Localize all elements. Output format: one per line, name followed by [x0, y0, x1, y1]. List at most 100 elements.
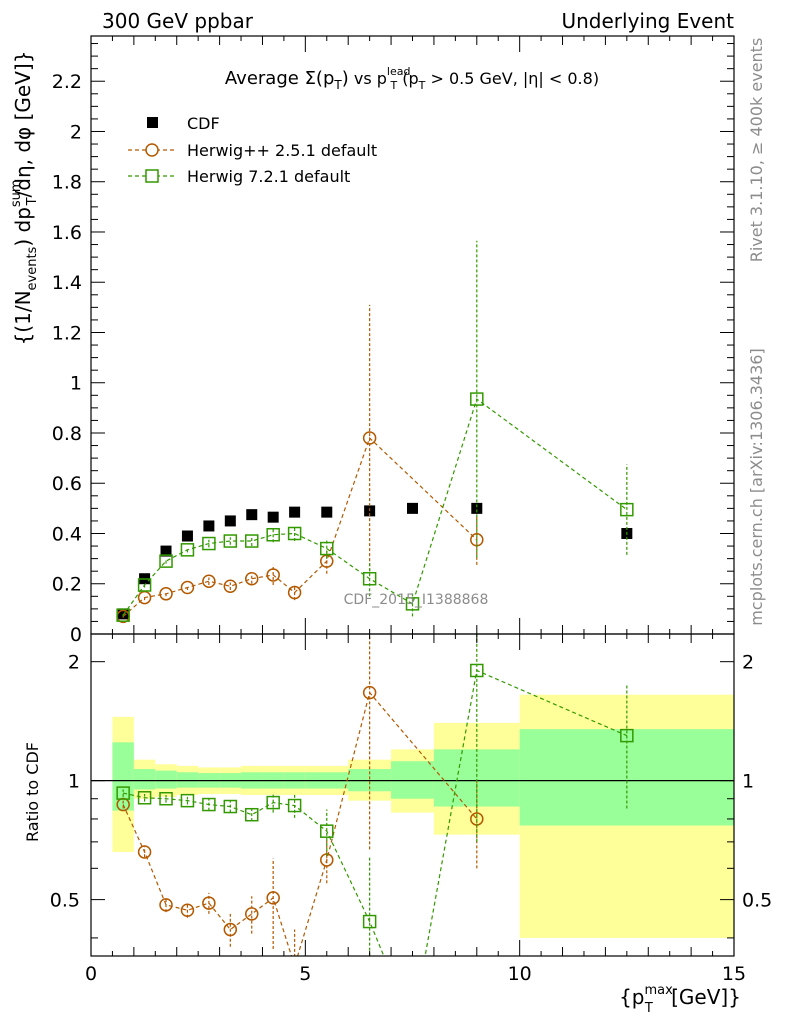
ratio-point-herwig7: [470, 663, 484, 678]
ratio-point-herwig7: [407, 1020, 419, 1024]
y-tick-label: 2.2: [52, 71, 82, 93]
data-point-herwigpp: [266, 568, 280, 582]
analysis-watermark: CDF_2015_I1388868: [344, 592, 489, 608]
ratio-clipped-group: [116, 634, 634, 1024]
legend: CDF Herwig++ 2.5.1 default Herwig 7.2.1 …: [128, 114, 377, 186]
data-point-herwigpp: [202, 574, 216, 588]
data-point-cdf: [267, 511, 279, 523]
band-inner: [133, 769, 156, 790]
data-point-herwig7: [287, 526, 302, 541]
data-point-herwig7: [223, 534, 238, 548]
data-point-herwig7: [405, 597, 420, 611]
data-point-cdf: [224, 515, 236, 527]
main-plot-panel: 0 0.2 0.4 0.6 0.8 1 1.2 1.4 1.6 1.8 2 2.2 Average Σ…: [9, 35, 735, 646]
data-point-herwigpp: [180, 580, 195, 595]
ratio-point-herwigpp: [266, 891, 280, 905]
ratio-y-tick-label: 1: [68, 771, 80, 793]
legend-marker-herwigpp: [145, 143, 159, 157]
ratio-point-herwig7: [620, 728, 634, 743]
ratio-y-tick-label-right: 0.5: [742, 890, 772, 912]
data-point-herwig7: [180, 543, 195, 557]
side-label-mcplots: mcplots.cern.ch [arXiv:1306.3436]: [747, 348, 766, 625]
ratio-point-herwig7: [266, 795, 280, 810]
ratio-point-herwigpp: [159, 898, 173, 912]
ratio-y-tick-label: 2: [68, 652, 80, 674]
ratio-series-layer: [116, 634, 634, 1024]
band-inner: [112, 742, 134, 811]
y-tick-label: 0: [70, 624, 82, 646]
header-right-label: Underlying Event: [561, 9, 734, 33]
ratio-point-herwig7: [180, 793, 195, 808]
data-point-cdf: [471, 502, 483, 514]
ratio-point-herwig7: [202, 797, 216, 812]
ratio-axis-ticks: 0.5 0.5 1 1 2 2 0 5 10 15: [50, 634, 772, 985]
x-tick-label: 0: [85, 963, 97, 985]
series-line: [122, 436, 478, 617]
data-point-herwig7: [116, 608, 130, 622]
side-label-rivet: Rivet 3.1.10, ≥ 400k events: [747, 38, 766, 263]
ratio-point-herwig7: [245, 807, 259, 822]
data-point-herwig7: [320, 541, 334, 556]
ratio-point-herwigpp: [137, 845, 152, 859]
data-point-cdf: [160, 545, 172, 557]
y-tick-label: 0.2: [52, 574, 82, 596]
data-point-herwigpp: [287, 585, 302, 600]
ratio-point-herwig7: [159, 791, 173, 806]
y-tick-label: 0.8: [52, 423, 82, 445]
data-point-herwigpp: [159, 587, 173, 601]
y-tick-label: 2: [70, 121, 82, 143]
data-point-cdf: [407, 502, 418, 514]
band-inner: [176, 772, 199, 788]
band-inner: [391, 761, 434, 799]
data-point-herwigpp: [362, 431, 377, 445]
y-tick-label: 1.6: [52, 222, 82, 244]
ratio-uncertainty-bands: [112, 694, 734, 938]
x-tick-label: 10: [508, 963, 532, 985]
data-point-herwig7: [470, 392, 484, 406]
ratio-point-herwig7: [137, 791, 152, 805]
data-point-herwig7: [202, 536, 216, 551]
y-tick-label: 1: [70, 373, 82, 395]
x-tick-label: 5: [299, 963, 311, 985]
legend-marker-herwig7: [145, 169, 159, 183]
data-point-herwigpp: [245, 571, 259, 586]
data-point-herwig7: [362, 571, 377, 586]
band-inner: [155, 770, 177, 789]
ratio-y-tick-label-right: 1: [742, 771, 754, 793]
ratio-point-herwigpp: [202, 896, 216, 910]
y-tick-label: 1.8: [52, 172, 82, 194]
x-tick-label: 15: [722, 963, 746, 985]
ratio-series-line: [123, 669, 628, 956]
ratio-point-herwig7: [320, 824, 334, 838]
legend-label-herwig7: Herwig 7.2.1 default: [187, 167, 350, 186]
y-tick-label: 0.4: [52, 523, 82, 545]
series-line: [122, 398, 628, 616]
ratio-y-tick-label: 0.5: [50, 890, 80, 912]
header-left-label: 300 GeV ppbar: [102, 9, 254, 33]
ratio-y-axis-label: Ratio to CDF: [23, 742, 42, 842]
x-axis-label: {pmax T [GeV]}: [619, 983, 741, 1016]
data-point-cdf: [203, 520, 215, 532]
legend-marker-cdf: [147, 117, 158, 128]
data-point-cdf: [246, 509, 258, 521]
ratio-point-herwigpp: [180, 903, 195, 917]
data-point-herwig7: [266, 528, 280, 542]
ratio-point-herwigpp: [245, 907, 259, 921]
y-tick-label: 1.4: [52, 272, 82, 294]
data-point-herwig7: [137, 578, 152, 592]
y-tick-label: 0.6: [52, 473, 82, 495]
data-point-herwigpp: [223, 579, 238, 594]
legend-label-cdf: CDF: [187, 114, 220, 133]
legend-label-herwigpp: Herwig++ 2.5.1 default: [187, 141, 377, 160]
ratio-plot-panel: 0.5 0.5 1 1 2 2 0 5 10 15 Ratio to CDF {pmax T [Ge…: [23, 633, 772, 1024]
data-point-herwig7: [620, 502, 634, 517]
data-point-herwig7: [159, 554, 173, 568]
ratio-y-tick-label-right: 2: [742, 652, 754, 674]
data-point-cdf: [181, 530, 193, 542]
data-point-herwig7: [245, 534, 259, 548]
plot-title: Average Σ(pT) vs plead T (pT > 0.5 GeV, |…: [225, 65, 599, 92]
main-series-layer: [116, 240, 634, 624]
ratio-point-herwigpp: [362, 685, 377, 700]
main-y-axis-label: {(1/Nevents) dpsumT/dη, dφ [GeV]}: [9, 51, 40, 346]
